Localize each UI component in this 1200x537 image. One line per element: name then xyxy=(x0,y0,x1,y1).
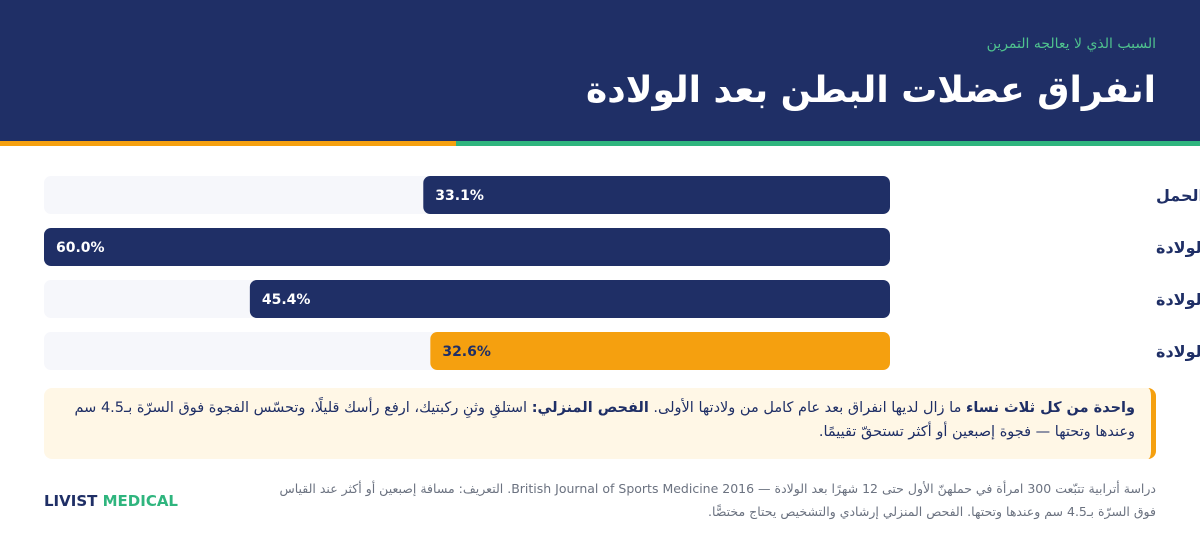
bar-value-label: 32.6% xyxy=(442,344,491,360)
bar-value-label: 45.4% xyxy=(262,292,311,308)
bar-value-label: 60.0% xyxy=(56,240,105,256)
bar xyxy=(423,176,890,214)
bar xyxy=(249,280,891,318)
category-label: 6 أشهر بعد الولادة xyxy=(1156,289,1200,309)
brand-name-a: LIVIST xyxy=(44,492,98,510)
bar-chart: 33.1% الأسبوع 21 من الحمل 60.0% 6 أسابيع بع… xyxy=(44,176,1200,370)
note-label: الفحص المنزلي: xyxy=(531,400,649,416)
category-label: 6 أسابيع بعد الولادة xyxy=(1156,237,1200,257)
page-title: انفراق عضلات البطن بعد الولادة xyxy=(585,70,1156,111)
accent-strip-orange xyxy=(0,141,456,146)
note-highlight: واحدة من كل ثلاث نساء xyxy=(965,400,1135,416)
callout-note: واحدة من كل ثلاث نساء ما زال لديها انفرا… xyxy=(44,388,1156,459)
note-text-2: استلقِ وثنِ ركبتيك، ارفع رأسك قليلًا، وت… xyxy=(74,400,1135,440)
source-note: دراسة أترابية تتبّعت 300 امرأة في حملهنّ… xyxy=(279,481,1156,519)
kicker-text: السبب الذي لا يعالجه التمرين xyxy=(986,36,1156,52)
brand-name-b: MEDICAL xyxy=(102,492,178,510)
bar xyxy=(430,332,890,370)
header-banner: السبب الذي لا يعالجه التمرين انفراق عضلا… xyxy=(0,0,1200,141)
category-label: الأسبوع 21 من الحمل xyxy=(1156,186,1200,205)
note-text-1: ما زال لديها انفراق بعد عام كامل من ولاد… xyxy=(648,400,966,416)
bar xyxy=(44,228,890,266)
category-label: 12 شهرًا بعد الولادة xyxy=(1156,342,1200,361)
bar-value-label: 33.1% xyxy=(435,188,484,204)
brand-logo: LIVIST MEDICAL xyxy=(44,492,178,510)
accent-strip-green xyxy=(456,141,1200,146)
